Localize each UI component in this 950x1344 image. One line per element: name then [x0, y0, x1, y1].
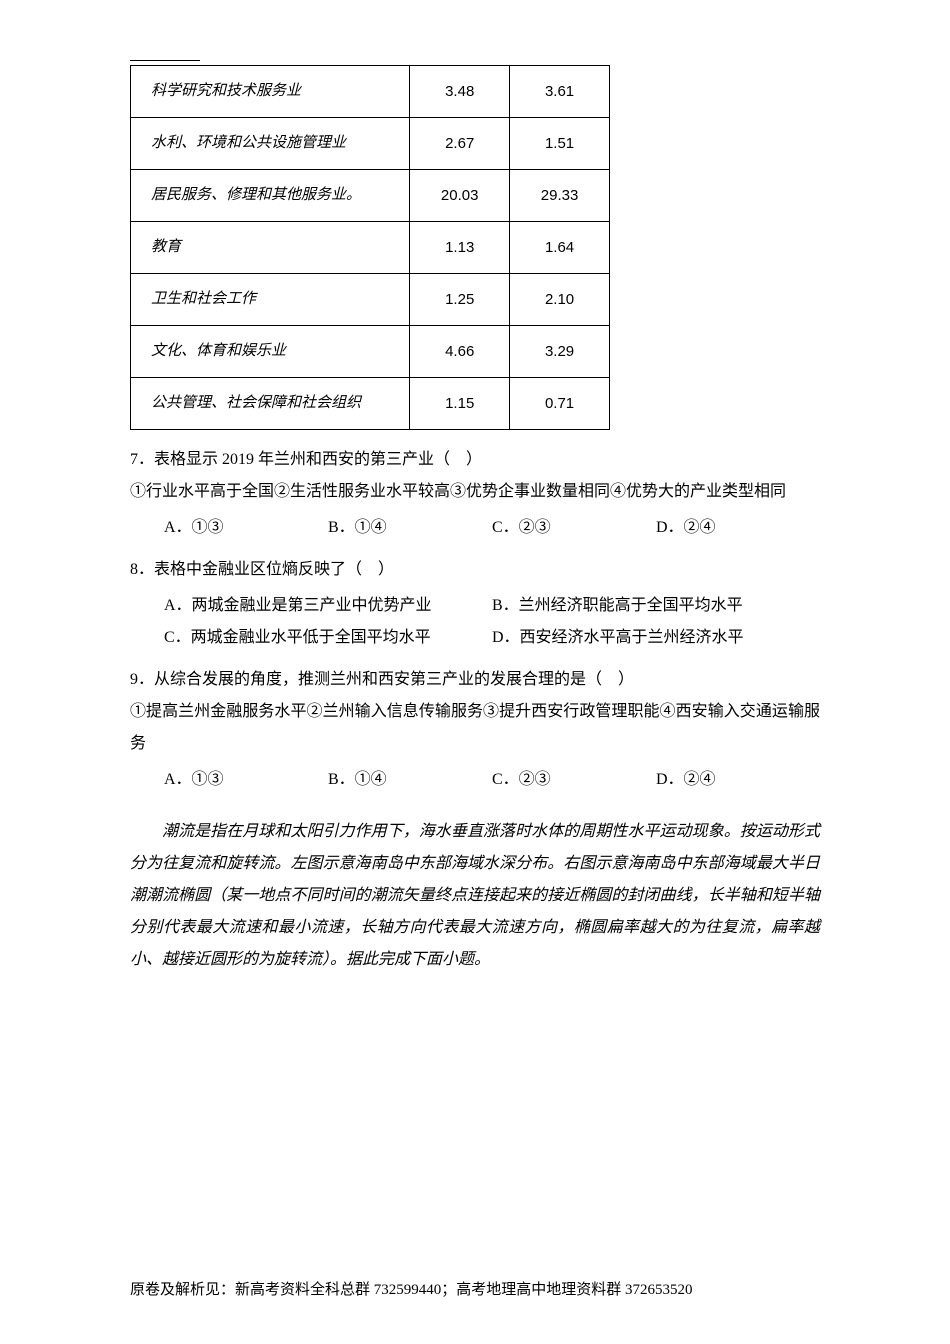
table-row: 教育1.131.64 — [131, 222, 610, 274]
q8-option-a: A．两城金融业是第三产业中优势产业 — [164, 590, 492, 622]
table-cell-value1: 3.48 — [410, 66, 510, 118]
table-cell-value2: 0.71 — [510, 378, 610, 430]
q8-stem: 8．表格中金融业区位熵反映了（ ） — [130, 554, 820, 586]
q7-stem: 7．表格显示 2019 年兰州和西安的第三产业（ ） — [130, 444, 820, 476]
q9-option-a: A．①③ — [164, 764, 328, 796]
table-cell-value1: 1.13 — [410, 222, 510, 274]
q7-options: A．①③ B．①④ C．②③ D．②④ — [130, 512, 820, 544]
header-underline — [130, 60, 200, 61]
table-cell-label: 文化、体育和娱乐业 — [131, 326, 410, 378]
question-7: 7．表格显示 2019 年兰州和西安的第三产业（ ） ①行业水平高于全国②生活性… — [130, 444, 820, 544]
q8-options: A．两城金融业是第三产业中优势产业 B．兰州经济职能高于全国平均水平 C．两城金… — [130, 590, 820, 654]
question-9: 9．从综合发展的角度，推测兰州和西安第三产业的发展合理的是（ ） ①提高兰州金融… — [130, 664, 820, 796]
table-cell-value1: 2.67 — [410, 118, 510, 170]
table-row: 科学研究和技术服务业3.483.61 — [131, 66, 610, 118]
table-cell-value1: 20.03 — [410, 170, 510, 222]
table-cell-label: 水利、环境和公共设施管理业 — [131, 118, 410, 170]
table-cell-value2: 1.64 — [510, 222, 610, 274]
table-cell-value1: 1.25 — [410, 274, 510, 326]
q9-sub: ①提高兰州金融服务水平②兰州输入信息传输服务③提升西安行政管理职能④西安输入交通… — [130, 696, 820, 760]
q9-option-b: B．①④ — [328, 764, 492, 796]
q7-option-c: C．②③ — [492, 512, 656, 544]
q8-option-d: D．西安经济水平高于兰州经济水平 — [492, 622, 820, 654]
q8-option-b: B．兰州经济职能高于全国平均水平 — [492, 590, 820, 622]
table-cell-label: 科学研究和技术服务业 — [131, 66, 410, 118]
q9-option-d: D．②④ — [656, 764, 820, 796]
q7-option-a: A．①③ — [164, 512, 328, 544]
q7-option-b: B．①④ — [328, 512, 492, 544]
q8-option-c: C．两城金融业水平低于全国平均水平 — [164, 622, 492, 654]
footer-text: 原卷及解析见：新高考资料全科总群 732599440；高考地理高中地理资料群 3… — [130, 1277, 693, 1304]
table-row: 公共管理、社会保障和社会组织1.150.71 — [131, 378, 610, 430]
table-row: 卫生和社会工作1.252.10 — [131, 274, 610, 326]
table-cell-value2: 1.51 — [510, 118, 610, 170]
table-cell-label: 居民服务、修理和其他服务业。 — [131, 170, 410, 222]
table-row: 水利、环境和公共设施管理业2.671.51 — [131, 118, 610, 170]
table-cell-value2: 3.61 — [510, 66, 610, 118]
q9-options: A．①③ B．①④ C．②③ D．②④ — [130, 764, 820, 796]
passage-text: 潮流是指在月球和太阳引力作用下，海水垂直涨落时水体的周期性水平运动现象。按运动形… — [130, 816, 820, 976]
table-cell-value2: 3.29 — [510, 326, 610, 378]
q9-stem: 9．从综合发展的角度，推测兰州和西安第三产业的发展合理的是（ ） — [130, 664, 820, 696]
table-row: 居民服务、修理和其他服务业。20.0329.33 — [131, 170, 610, 222]
table-cell-label: 教育 — [131, 222, 410, 274]
table-row: 文化、体育和娱乐业4.663.29 — [131, 326, 610, 378]
table-cell-value2: 2.10 — [510, 274, 610, 326]
data-table: 科学研究和技术服务业3.483.61水利、环境和公共设施管理业2.671.51居… — [130, 65, 610, 430]
q7-option-d: D．②④ — [656, 512, 820, 544]
table-cell-value1: 1.15 — [410, 378, 510, 430]
table-cell-value1: 4.66 — [410, 326, 510, 378]
q7-sub: ①行业水平高于全国②生活性服务业水平较高③优势企事业数量相同④优势大的产业类型相… — [130, 476, 820, 508]
question-8: 8．表格中金融业区位熵反映了（ ） A．两城金融业是第三产业中优势产业 B．兰州… — [130, 554, 820, 654]
table-cell-value2: 29.33 — [510, 170, 610, 222]
table-cell-label: 卫生和社会工作 — [131, 274, 410, 326]
q9-option-c: C．②③ — [492, 764, 656, 796]
table-cell-label: 公共管理、社会保障和社会组织 — [131, 378, 410, 430]
